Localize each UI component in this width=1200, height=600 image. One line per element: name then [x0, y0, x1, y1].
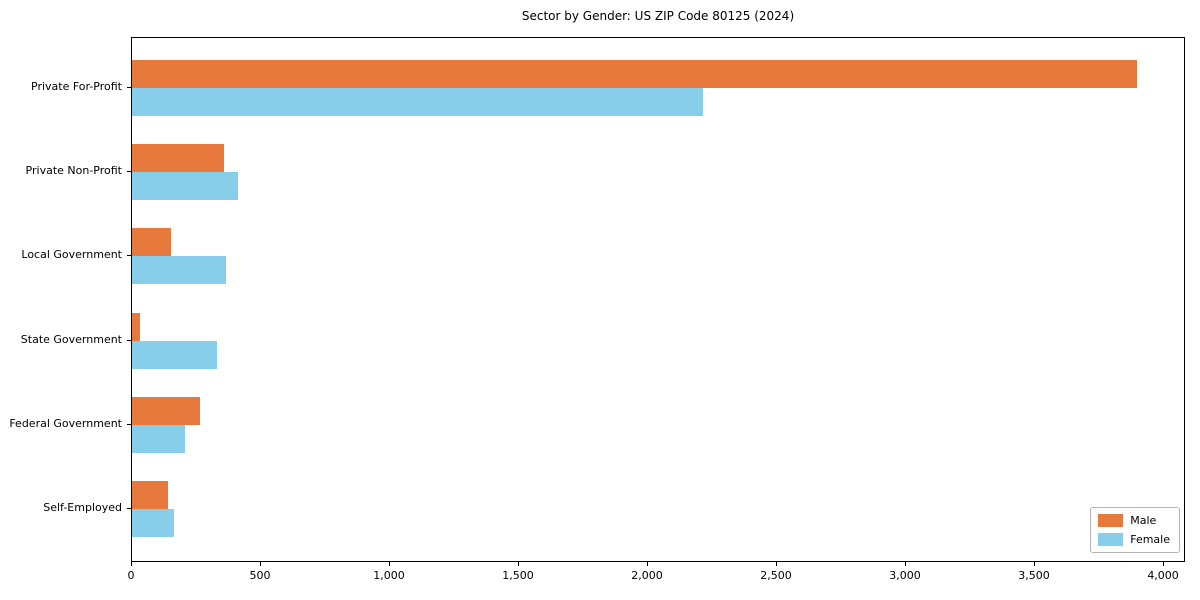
bar-male — [132, 144, 225, 173]
x-axis-tick — [776, 562, 778, 566]
legend-swatch-female-icon — [1098, 533, 1124, 546]
x-axis-tick — [131, 562, 132, 566]
y-axis-tick — [127, 255, 131, 257]
bar-female — [132, 172, 238, 201]
legend-label-male: Male — [1130, 514, 1157, 527]
x-axis-tick-label: 4,000 — [1147, 569, 1179, 582]
y-axis-category-label: Local Government — [21, 248, 122, 262]
legend-item-male: Male — [1098, 514, 1170, 527]
x-axis-tick — [1163, 562, 1165, 566]
y-axis-tick — [127, 87, 131, 88]
y-axis-tick — [127, 171, 131, 173]
y-axis-category-label: Federal Government — [9, 416, 122, 430]
bar-female — [132, 509, 175, 537]
y-axis-tick — [127, 339, 131, 341]
x-axis-tick-label: 500 — [249, 569, 271, 582]
x-axis-tick — [905, 562, 907, 566]
legend-item-female: Female — [1098, 533, 1170, 546]
x-axis-tick — [647, 562, 649, 566]
x-axis-tick-label: 1,000 — [373, 569, 405, 582]
x-axis-tick — [389, 562, 391, 566]
legend-swatch-male-icon — [1098, 514, 1124, 527]
y-axis-category-label: Self-Employed — [43, 501, 122, 514]
bar-male — [132, 481, 169, 509]
bar-female — [132, 88, 703, 116]
x-axis-tick-label: 3,000 — [889, 569, 921, 582]
legend: Male Female — [1090, 507, 1180, 553]
y-axis-category-label: Private Non-Profit — [25, 164, 122, 178]
x-axis-tick — [260, 562, 261, 566]
bar-female — [132, 340, 217, 369]
x-axis-tick-label: 3,500 — [1018, 569, 1050, 582]
x-axis-tick-label: 1,500 — [502, 569, 534, 582]
y-axis-tick — [127, 508, 131, 509]
x-axis-tick-label: 2,500 — [760, 569, 792, 582]
x-axis-tick-label: 0 — [127, 569, 135, 582]
bar-female — [132, 256, 227, 285]
y-axis-tick — [127, 423, 131, 425]
chart-title: Sector by Gender: US ZIP Code 80125 (202… — [521, 9, 795, 23]
x-axis-tick — [1034, 562, 1036, 566]
y-axis-category-label: State Government — [20, 332, 122, 346]
y-axis-category-label: Private For-Profit — [31, 80, 122, 93]
x-axis-tick — [518, 562, 520, 566]
bar-male — [132, 312, 140, 341]
bar-male — [132, 60, 1137, 88]
bar-female — [132, 424, 186, 453]
x-axis-tick-label: 2,000 — [631, 569, 663, 582]
bar-male — [132, 228, 171, 257]
legend-label-female: Female — [1130, 533, 1170, 546]
plot-area: Male Female — [131, 37, 1185, 562]
bar-male — [132, 396, 201, 425]
